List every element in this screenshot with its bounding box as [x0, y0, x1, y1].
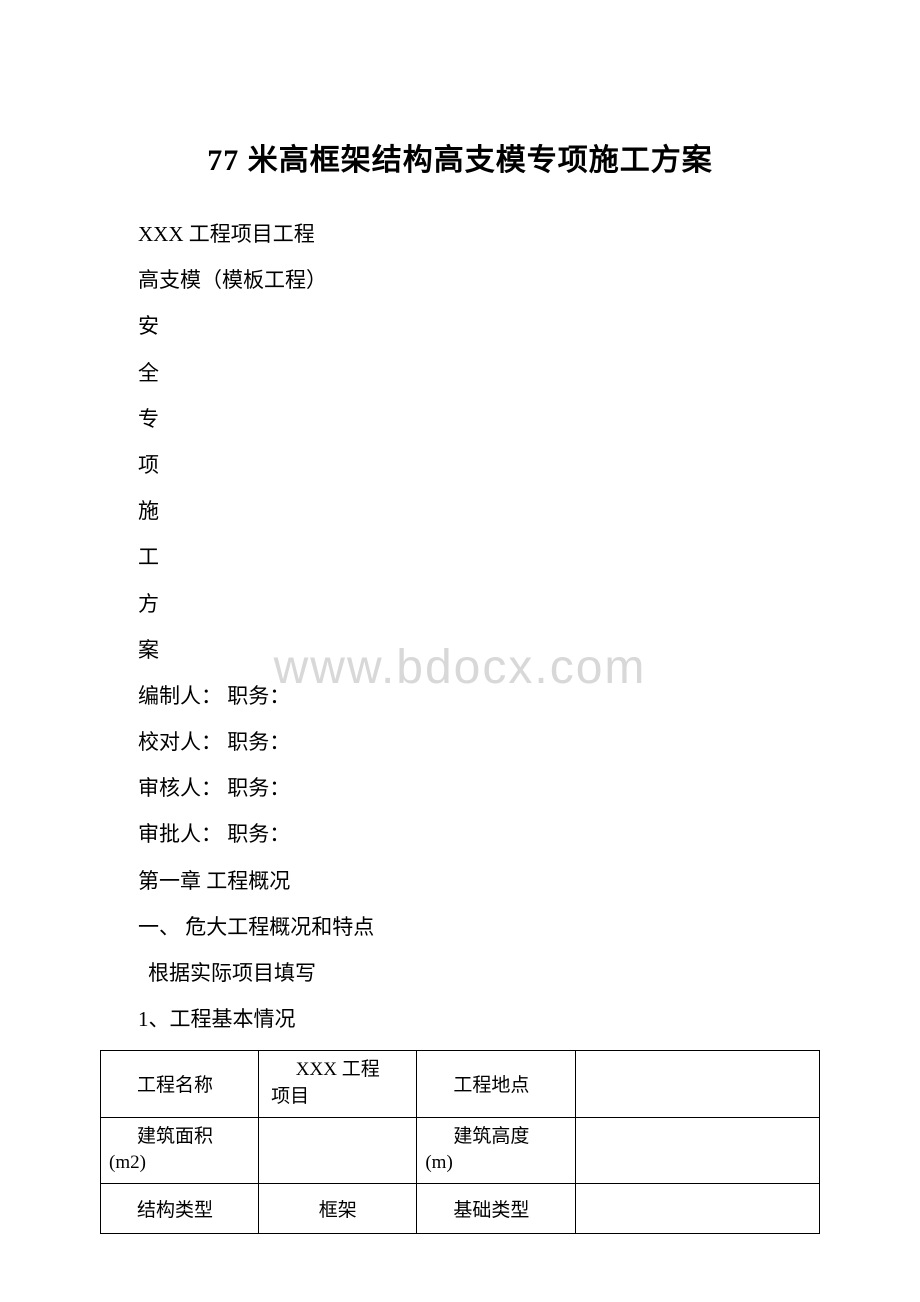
table-row: 工程名称 XXX 工程 项目 工程地点	[101, 1051, 820, 1117]
text-line: 案	[100, 627, 820, 673]
cell-text-line: (m2)	[109, 1150, 250, 1177]
table-cell-value	[575, 1051, 819, 1117]
text-line: 全	[100, 350, 820, 396]
table-cell-value: 框架	[259, 1183, 417, 1233]
text-line: 项	[100, 442, 820, 488]
table-cell-label: 基础类型	[417, 1183, 575, 1233]
table-row: 结构类型 框架 基础类型	[101, 1183, 820, 1233]
section-heading: 一、 危大工程概况和特点	[100, 904, 820, 950]
cell-text-line: 建筑高度	[425, 1124, 566, 1151]
cell-text-line: 建筑面积	[109, 1124, 250, 1151]
project-info-table: 工程名称 XXX 工程 项目 工程地点 建筑面积 (m2) 建筑高度 (m) 结…	[100, 1050, 820, 1233]
text-line: 编制人： 职务：	[100, 673, 820, 719]
table-cell-label: 工程名称	[101, 1051, 259, 1117]
text-line: 审核人： 职务：	[100, 765, 820, 811]
table-cell-value: XXX 工程 项目	[259, 1051, 417, 1117]
cell-text-line: (m)	[425, 1150, 566, 1177]
text-line: 高支模（模板工程）	[100, 257, 820, 303]
text-line: 方	[100, 581, 820, 627]
table-cell-label: 工程地点	[417, 1051, 575, 1117]
subsection-heading: 1、工程基本情况	[100, 996, 820, 1042]
page-title: 77 米高框架结构高支模专项施工方案	[100, 135, 820, 179]
cell-text-line: 项目	[267, 1084, 408, 1111]
cell-text-line: XXX 工程	[267, 1057, 408, 1084]
table-cell-value	[575, 1117, 819, 1183]
table-cell-value	[259, 1117, 417, 1183]
table-row: 建筑面积 (m2) 建筑高度 (m)	[101, 1117, 820, 1183]
document-body: 77 米高框架结构高支模专项施工方案 XXX 工程项目工程 高支模（模板工程） …	[100, 135, 820, 1234]
table-cell-label: 结构类型	[101, 1183, 259, 1233]
table-cell-label: 建筑高度 (m)	[417, 1117, 575, 1183]
text-line: XXX 工程项目工程	[100, 211, 820, 257]
text-line: 校对人： 职务：	[100, 719, 820, 765]
text-line: 工	[100, 534, 820, 580]
table-cell-value	[575, 1183, 819, 1233]
text-line: 专	[100, 396, 820, 442]
table-cell-label: 建筑面积 (m2)	[101, 1117, 259, 1183]
text-line: 施	[100, 488, 820, 534]
text-line: 审批人： 职务：	[100, 811, 820, 857]
chapter-heading: 第一章 工程概况	[100, 858, 820, 904]
text-line: 安	[100, 303, 820, 349]
text-line: 根据实际项目填写	[100, 950, 820, 996]
